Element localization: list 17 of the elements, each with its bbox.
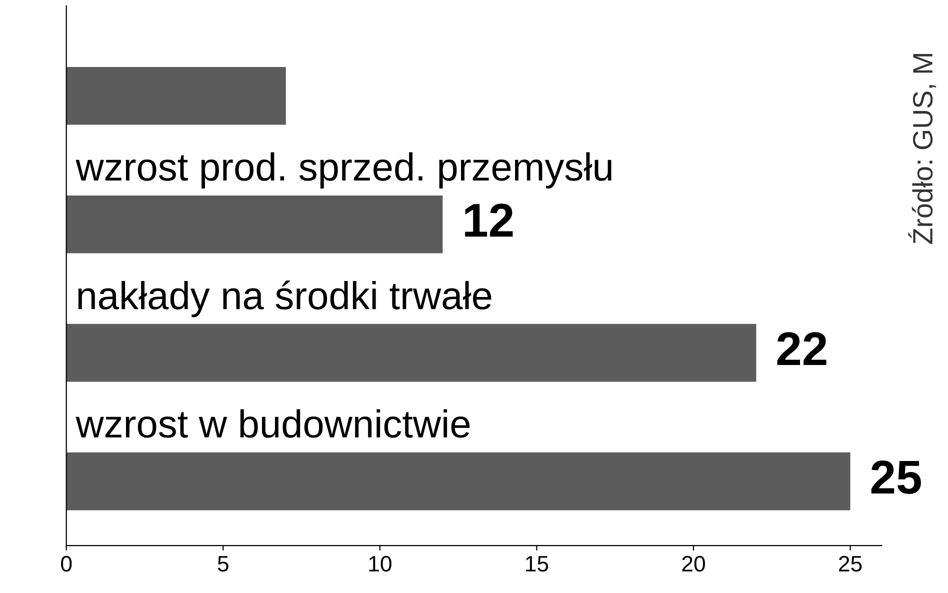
y-tick-label: wzrost w budownictwie: [76, 409, 470, 438]
data-label: 12: [465, 204, 513, 237]
x-tick-label: 10: [369, 556, 392, 572]
x-tick-label: 5: [218, 556, 228, 572]
bar: [66, 452, 850, 510]
x-tick-label: 25: [839, 556, 862, 572]
bar: [66, 66, 286, 125]
text: Źródło: GUS, M: [908, 54, 936, 244]
y-tick-label: nakłady na środki trwałe: [78, 280, 492, 318]
data-label: 22: [777, 332, 826, 366]
x-tick-label: 0: [61, 556, 72, 572]
x-tick-label: 15: [526, 556, 548, 572]
bar: [66, 324, 756, 382]
y-tick-label: wzrost prod. sprzed. przemysłu: [76, 152, 612, 189]
x-tick-label: 20: [682, 556, 705, 572]
bar: [66, 195, 443, 254]
data-label: 25: [871, 460, 921, 494]
